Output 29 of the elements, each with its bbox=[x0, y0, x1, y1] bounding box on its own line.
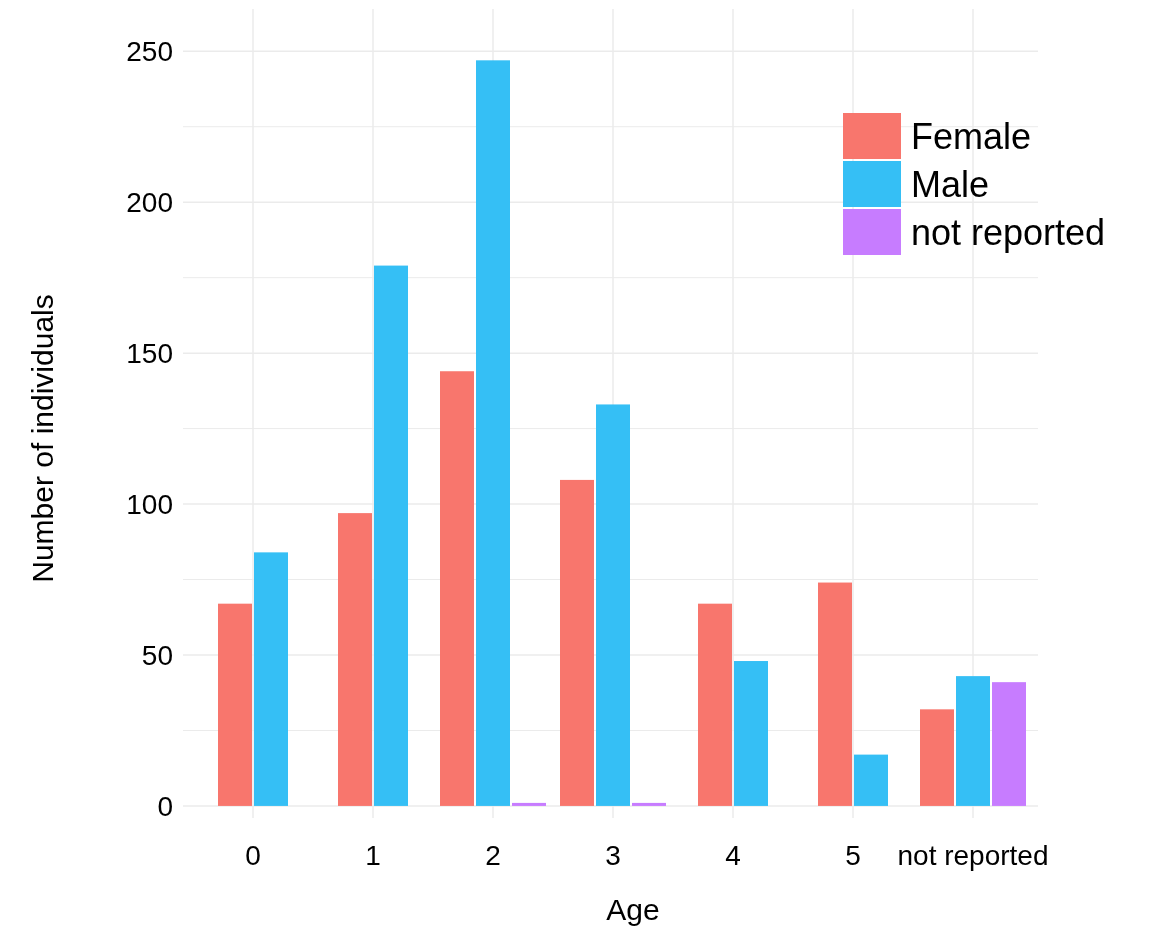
bar bbox=[854, 754, 888, 806]
x-tick-label: 4 bbox=[725, 840, 741, 871]
y-tick-label: 200 bbox=[126, 186, 173, 218]
bar bbox=[374, 265, 408, 806]
legend-label: Male bbox=[911, 163, 990, 205]
y-tick-label: 0 bbox=[157, 790, 173, 822]
bar bbox=[632, 802, 666, 806]
bar bbox=[818, 582, 852, 806]
x-tick-label: 2 bbox=[485, 840, 501, 871]
bar bbox=[698, 603, 732, 806]
x-tick-label: 1 bbox=[365, 840, 381, 871]
y-tick-label: 250 bbox=[126, 36, 173, 68]
legend-label: not reported bbox=[911, 211, 1106, 253]
y-tick-label: 50 bbox=[141, 639, 173, 671]
bar bbox=[992, 682, 1026, 806]
bar bbox=[254, 552, 288, 806]
x-tick-label: not reported bbox=[897, 840, 1049, 871]
x-tick-label: 0 bbox=[245, 840, 261, 871]
bar bbox=[218, 603, 252, 806]
bar bbox=[734, 661, 768, 806]
y-axis-title: Number of individuals bbox=[26, 294, 59, 583]
bar bbox=[512, 802, 546, 806]
y-tick-label: 150 bbox=[126, 337, 173, 369]
bar bbox=[338, 513, 372, 806]
x-tick-label: 5 bbox=[845, 840, 861, 871]
x-tick-label: 3 bbox=[605, 840, 621, 871]
y-tick-label: 100 bbox=[126, 488, 173, 520]
legend-label: Female bbox=[911, 115, 1032, 157]
x-axis-title: Age bbox=[606, 893, 660, 926]
